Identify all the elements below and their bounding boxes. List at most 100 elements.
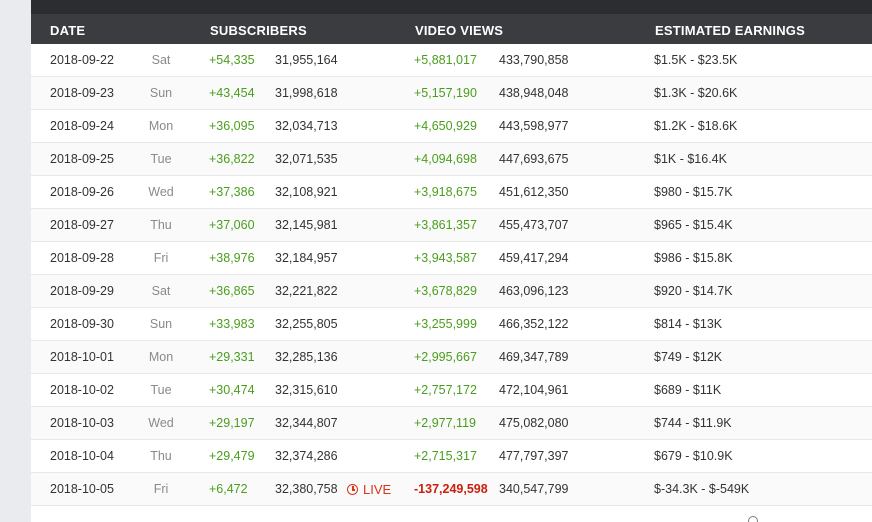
subscriber-total-cell: 32,034,713 — [275, 119, 338, 133]
earnings-cell: $1.5K - $23.5K — [654, 53, 738, 67]
earnings-cell: $1.3K - $20.6K — [654, 86, 738, 100]
subscriber-total-cell: 32,344,807 — [275, 416, 338, 430]
day-cell: Sat — [151, 53, 171, 67]
date-cell: 2018-09-25 — [50, 152, 114, 166]
view-gain-cell: +3,943,587 — [414, 251, 477, 265]
subscriber-gain-cell: +29,479 — [209, 449, 255, 463]
earnings-cell: $1K - $16.4K — [654, 152, 727, 166]
view-total-cell: 475,082,080 — [499, 416, 569, 430]
day-cell: Thu — [150, 449, 172, 463]
day-cell: Wed — [148, 185, 174, 199]
date-cell: 2018-10-03 — [50, 416, 114, 430]
view-gain-cell: +2,715,317 — [414, 449, 477, 463]
date-cell: 2018-09-23 — [50, 86, 114, 100]
live-label: LIVE — [363, 482, 392, 497]
search-icon[interactable] — [748, 516, 758, 522]
view-gain-cell: +3,255,999 — [414, 317, 477, 331]
date-cell: 2018-10-04 — [50, 449, 114, 463]
view-total-cell: 463,096,123 — [499, 284, 569, 298]
subscriber-gain-cell: +36,095 — [209, 119, 255, 133]
day-cell: Sun — [149, 86, 173, 100]
subscriber-gain-cell: +43,454 — [209, 86, 255, 100]
top-bar — [31, 0, 872, 14]
subscriber-gain-cell: +29,331 — [209, 350, 255, 364]
subscriber-gain-cell: +38,976 — [209, 251, 255, 265]
subscriber-gain-cell: +36,865 — [209, 284, 255, 298]
day-cell: Tue — [150, 152, 172, 166]
left-sidebar-strip — [0, 0, 31, 522]
view-gain-cell: +4,094,698 — [414, 152, 477, 166]
subscriber-total-cell: 32,221,822 — [275, 284, 338, 298]
view-gain-cell: -137,249,598 — [414, 482, 488, 496]
live-badge: LIVE — [347, 482, 391, 497]
date-cell: 2018-09-22 — [50, 53, 114, 67]
table-row: 2018-09-23 Sun +43,454 31,998,618 +5,157,190… — [31, 77, 872, 110]
earnings-cell: $-34.3K - $-549K — [654, 482, 750, 496]
table-row: 2018-09-24 Mon +36,095 32,034,713 +4,650,929… — [31, 110, 872, 143]
earnings-cell: $920 - $14.7K — [654, 284, 733, 298]
table-row: 2018-10-01 Mon +29,331 32,285,136 +2,995,667… — [31, 341, 872, 374]
table-header: DATE SUBSCRIBERS VIDEO VIEWS ESTIMATED E… — [31, 14, 872, 44]
table-row: 2018-09-25 Tue +36,822 32,071,535 +4,094,698… — [31, 143, 872, 176]
day-cell: Mon — [148, 350, 174, 364]
subscriber-total-cell: 32,374,286 — [275, 449, 338, 463]
table-row: 2018-10-02 Tue +30,474 32,315,610 +2,757,172… — [31, 374, 872, 407]
day-cell: Fri — [153, 251, 169, 265]
subscriber-total-cell: 31,955,164 — [275, 53, 338, 67]
clock-icon — [347, 484, 358, 495]
header-date: DATE — [50, 23, 86, 38]
view-total-cell: 472,104,961 — [499, 383, 569, 397]
earnings-cell: $814 - $13K — [654, 317, 723, 331]
view-total-cell: 455,473,707 — [499, 218, 569, 232]
view-total-cell: 340,547,799 — [499, 482, 569, 496]
view-gain-cell: +3,678,829 — [414, 284, 477, 298]
view-gain-cell: +2,995,667 — [414, 350, 477, 364]
subscriber-total-cell: 32,380,758 — [275, 482, 338, 496]
view-total-cell: 451,612,350 — [499, 185, 569, 199]
view-total-cell: 447,693,675 — [499, 152, 569, 166]
view-total-cell: 469,347,789 — [499, 350, 569, 364]
view-total-cell: 459,417,294 — [499, 251, 569, 265]
subscriber-gain-cell: +37,386 — [209, 185, 255, 199]
earnings-cell: $965 - $15.4K — [654, 218, 733, 232]
earnings-cell: $749 - $12K — [654, 350, 723, 364]
footer-strip — [31, 506, 872, 522]
subscriber-total-cell: 31,998,618 — [275, 86, 338, 100]
table-body: 2018-09-22 Sat +54,335 31,955,164 +5,881,017… — [31, 44, 872, 506]
day-cell: Fri — [153, 482, 169, 496]
earnings-cell: $1.2K - $18.6K — [654, 119, 738, 133]
date-cell: 2018-09-26 — [50, 185, 114, 199]
view-gain-cell: +4,650,929 — [414, 119, 477, 133]
subscriber-total-cell: 32,145,981 — [275, 218, 338, 232]
subscriber-gain-cell: +6,472 — [209, 482, 248, 496]
day-cell: Tue — [150, 383, 172, 397]
header-subscribers: SUBSCRIBERS — [210, 23, 307, 38]
day-cell: Sun — [149, 317, 173, 331]
view-total-cell: 438,948,048 — [499, 86, 569, 100]
table-row: 2018-10-05 Fri +6,472 32,380,758 -137,249,59… — [31, 473, 872, 506]
view-total-cell: 433,790,858 — [499, 53, 569, 67]
view-gain-cell: +2,757,172 — [414, 383, 477, 397]
subscriber-total-cell: 32,285,136 — [275, 350, 338, 364]
subscriber-gain-cell: +29,197 — [209, 416, 255, 430]
table-row: 2018-09-26 Wed +37,386 32,108,921 +3,918,675… — [31, 176, 872, 209]
table-row: 2018-09-27 Thu +37,060 32,145,981 +3,861,357… — [31, 209, 872, 242]
table-row: 2018-09-30 Sun +33,983 32,255,805 +3,255,999… — [31, 308, 872, 341]
date-cell: 2018-09-28 — [50, 251, 114, 265]
view-total-cell: 477,797,397 — [499, 449, 569, 463]
view-total-cell: 466,352,122 — [499, 317, 569, 331]
earnings-cell: $689 - $11K — [654, 383, 722, 397]
subscriber-gain-cell: +36,822 — [209, 152, 255, 166]
subscriber-gain-cell: +54,335 — [209, 53, 255, 67]
earnings-cell: $986 - $15.8K — [654, 251, 733, 265]
subscriber-total-cell: 32,108,921 — [275, 185, 338, 199]
date-cell: 2018-10-05 — [50, 482, 114, 496]
date-cell: 2018-09-30 — [50, 317, 114, 331]
view-gain-cell: +5,157,190 — [414, 86, 477, 100]
header-video-views: VIDEO VIEWS — [415, 23, 504, 38]
view-gain-cell: +3,918,675 — [414, 185, 477, 199]
subscriber-total-cell: 32,255,805 — [275, 317, 338, 331]
day-cell: Mon — [148, 119, 174, 133]
date-cell: 2018-10-01 — [50, 350, 114, 364]
